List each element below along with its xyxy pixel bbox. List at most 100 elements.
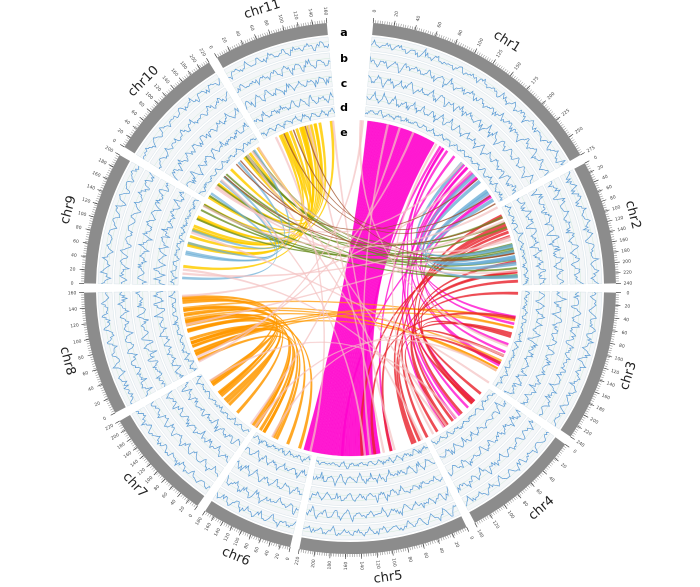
tick-mark <box>167 91 169 93</box>
tick-label: 60 <box>535 488 543 496</box>
tick-mark <box>508 502 510 504</box>
tick-mark <box>401 24 402 27</box>
tick-mark <box>165 93 167 95</box>
tick-mark <box>611 341 614 342</box>
tick-label: 20 <box>624 303 630 309</box>
tick-mark-major <box>98 190 103 192</box>
tick-mark <box>434 540 435 543</box>
tick-mark <box>127 138 129 140</box>
tick-mark <box>124 141 127 143</box>
tick-mark <box>175 83 177 85</box>
tick-mark <box>519 80 521 82</box>
tick-mark <box>607 357 610 358</box>
tick-mark <box>597 187 600 188</box>
tick-mark <box>441 538 442 541</box>
tick-mark <box>546 468 548 470</box>
tick-label: 20 <box>597 164 605 172</box>
tick-mark <box>573 141 576 143</box>
chromosome-label-chr3: chr3 <box>617 360 640 392</box>
tick-label: 140 <box>358 561 364 570</box>
tick-mark-major <box>220 522 222 526</box>
tick-mark <box>156 473 158 475</box>
tick-label: 250 <box>574 126 585 136</box>
tick-mark <box>88 227 91 228</box>
tick-mark <box>85 334 88 335</box>
tick-mark <box>493 512 495 515</box>
tick-mark <box>445 37 446 40</box>
tick-mark <box>589 405 592 406</box>
tick-label: 60 <box>130 109 138 117</box>
tick-mark <box>249 39 250 42</box>
tick-label: 140 <box>307 8 314 17</box>
tick-mark <box>127 437 129 439</box>
tick-mark <box>236 529 237 532</box>
tick-mark <box>437 34 438 37</box>
tick-mark <box>274 30 275 33</box>
tick-mark <box>530 484 532 486</box>
tick-label: 140 <box>606 380 616 389</box>
tick-mark <box>432 541 433 544</box>
tick-mark <box>139 121 141 123</box>
tick-mark <box>603 370 606 371</box>
tick-mark <box>583 417 586 418</box>
tick-mark <box>401 549 402 552</box>
tick-label: 60 <box>422 552 429 559</box>
tick-mark <box>414 546 415 549</box>
tick-mark <box>100 385 103 386</box>
tick-mark <box>226 49 227 52</box>
tick-mark-major <box>580 153 584 156</box>
tick-mark <box>220 53 221 56</box>
tick-mark <box>477 522 478 525</box>
tick-mark <box>445 536 446 539</box>
tick-mark <box>92 212 95 213</box>
tick-mark <box>254 536 255 539</box>
tick-mark <box>560 452 562 454</box>
tick-mark <box>280 28 281 31</box>
tick-mark <box>103 181 106 182</box>
tick-mark <box>303 550 304 553</box>
tick-mark <box>610 346 613 347</box>
tick-mark <box>226 524 227 527</box>
tick-mark-major <box>312 20 313 25</box>
tick-mark <box>452 39 453 42</box>
tick-mark <box>439 34 440 37</box>
tick-mark <box>477 52 478 55</box>
tick-mark-major <box>111 413 115 415</box>
chromosome-label-chr7: chr7 <box>119 470 150 502</box>
tick-mark <box>504 69 506 71</box>
tick-mark <box>426 543 427 546</box>
tick-mark-major <box>147 109 151 112</box>
tick-mark <box>552 113 554 115</box>
tick-mark <box>562 448 564 450</box>
tick-mark <box>598 383 601 384</box>
tick-mark <box>94 205 97 206</box>
tick-mark <box>495 511 497 514</box>
tick-label: 160 <box>123 450 134 460</box>
tick-mark <box>603 205 606 206</box>
tick-mark <box>280 545 281 548</box>
tick-mark <box>181 495 183 497</box>
tick-mark <box>207 514 209 517</box>
tick-label: 120 <box>614 215 624 223</box>
tick-mark <box>592 176 595 177</box>
tick-label: 200 <box>110 432 121 442</box>
tick-label: 220 <box>623 269 632 275</box>
tick-label: 240 <box>575 439 586 449</box>
tick-mark <box>580 421 583 423</box>
tick-mark <box>551 112 553 114</box>
tick-label: 20 <box>559 462 567 470</box>
tick-mark-major <box>314 552 315 557</box>
tick-mark <box>90 357 93 358</box>
tick-mark <box>91 359 94 360</box>
tick-mark-major <box>608 220 613 221</box>
tick-mark <box>247 534 248 537</box>
tick-mark <box>588 407 591 408</box>
tick-label: 80 <box>618 343 625 350</box>
tick-label: 40 <box>547 475 555 483</box>
tick-mark <box>99 383 102 384</box>
tick-mark <box>177 82 179 84</box>
tick-mark-major <box>392 551 393 556</box>
tick-mark <box>285 546 286 549</box>
tick-label: 220 <box>104 423 115 433</box>
tick-mark-major <box>610 230 615 231</box>
